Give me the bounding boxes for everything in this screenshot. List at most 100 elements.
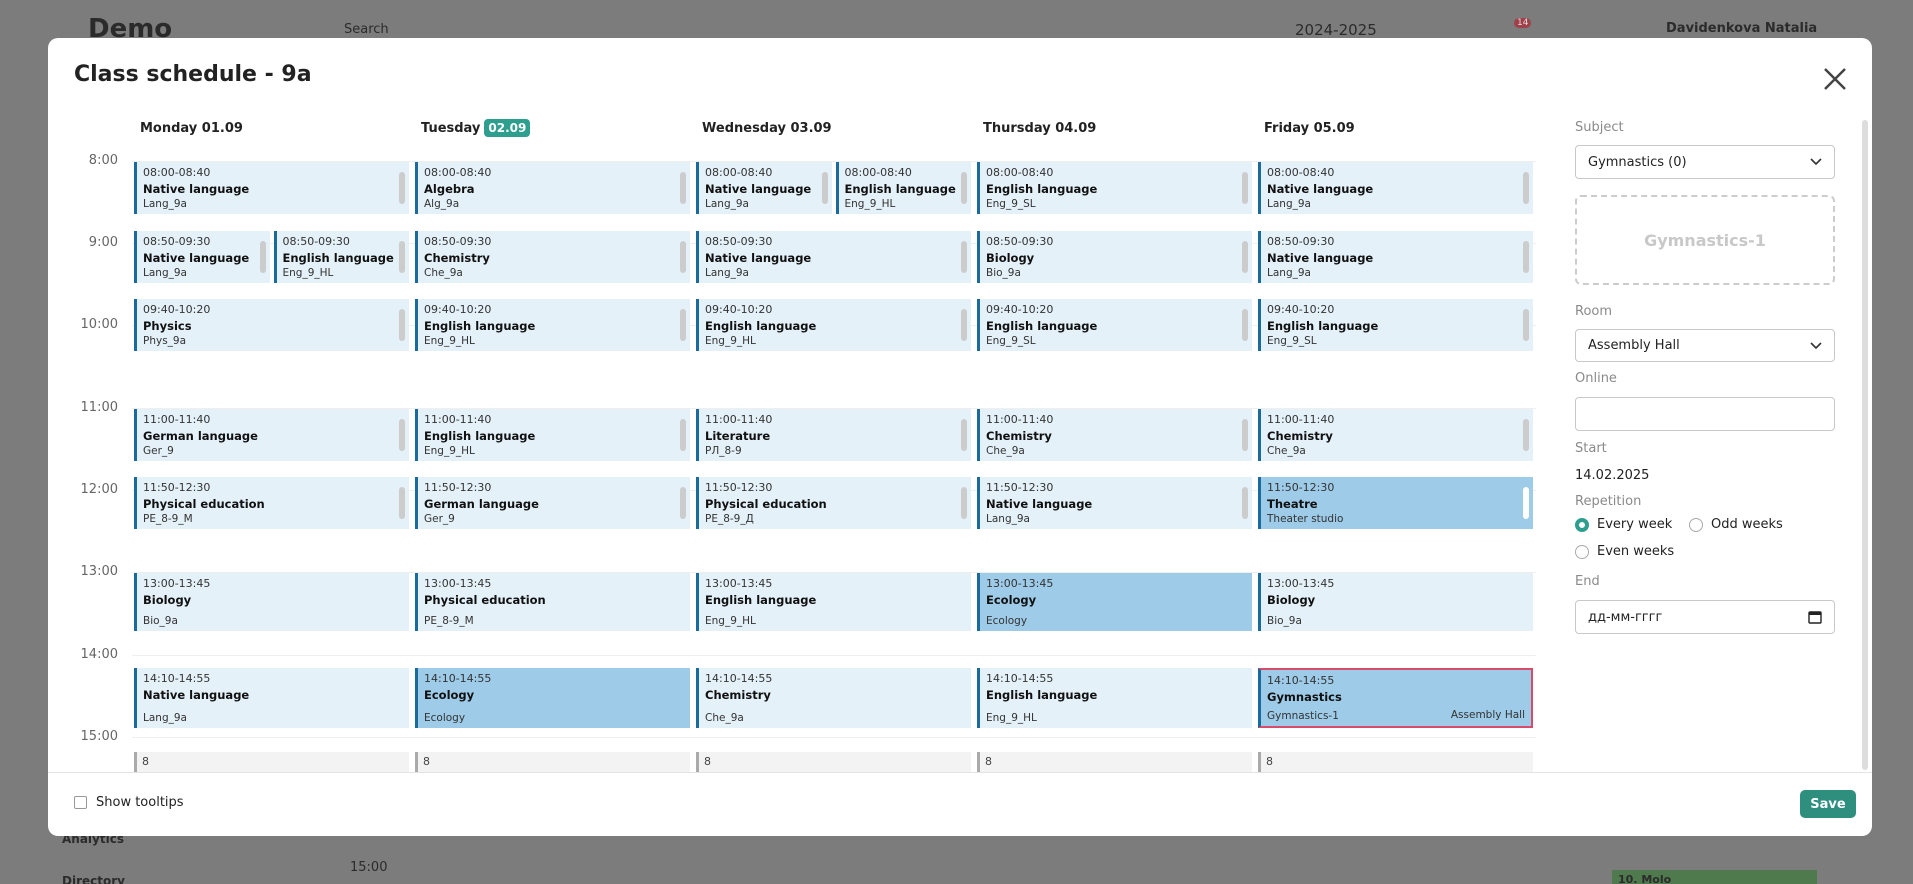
- lesson[interactable]: 08:00-08:40 Native language Lang_9a: [696, 162, 832, 214]
- search[interactable]: Search: [344, 22, 389, 37]
- radio-option[interactable]: Odd weeks: [1689, 517, 1783, 532]
- lesson-subject: Native language: [705, 182, 812, 196]
- online-input[interactable]: [1575, 397, 1835, 431]
- lesson[interactable]: 08:50-09:30 Native language Lang_9a: [134, 231, 270, 283]
- lesson-subject: Native language: [143, 182, 250, 196]
- year[interactable]: 2024-2025: [1295, 21, 1377, 39]
- lesson-time: 09:40-10:20: [705, 303, 773, 316]
- lesson[interactable]: 13:00-13:45 Biology Bio_9a: [134, 573, 409, 631]
- lesson-subject: German language: [143, 429, 258, 443]
- day-header: Monday 01.09: [140, 121, 243, 136]
- lesson-time: 11:50-12:30: [705, 481, 773, 494]
- lesson[interactable]: 08:50-09:30 Native language Lang_9a: [1258, 231, 1533, 283]
- hour-line: [132, 572, 1536, 573]
- lesson[interactable]: 08:00-08:40 English language Eng_9_SL: [977, 162, 1252, 214]
- lesson-time: 11:00-11:40: [705, 413, 773, 426]
- lesson-scrollbar: [399, 172, 405, 204]
- lesson[interactable]: 13:00-13:45 Ecology Ecology: [977, 573, 1252, 631]
- lesson-group: Bio_9a: [1267, 615, 1302, 627]
- lesson[interactable]: 11:00-11:40 German language Ger_9: [134, 409, 409, 461]
- event: 10. Molo: [1612, 870, 1817, 884]
- lesson[interactable]: 11:50-12:30 Physical education PE_8-9_Д: [696, 477, 971, 529]
- lesson[interactable]: 14:10-14:55 Ecology Ecology: [415, 668, 690, 728]
- lesson-scrollbar: [680, 419, 686, 451]
- lesson[interactable]: 14:10-14:55 Native language Lang_9a: [134, 668, 409, 728]
- lesson-scrollbar: [1242, 419, 1248, 451]
- lesson[interactable]: 08:50-09:30 English language Eng_9_HL: [273, 231, 409, 283]
- lesson[interactable]: 11:00-11:40 Literature РЛ_8-9: [696, 409, 971, 461]
- radio-option[interactable]: Even weeks: [1575, 544, 1674, 559]
- lesson[interactable]: 13:00-13:45 English language Eng_9_HL: [696, 573, 971, 631]
- day-header: Friday 05.09: [1264, 121, 1355, 136]
- lesson[interactable]: 09:40-10:20 English language Eng_9_SL: [977, 299, 1252, 351]
- scrollbar[interactable]: [1862, 120, 1868, 770]
- lesson[interactable]: 08:00-08:40 Native language Lang_9a: [1258, 162, 1533, 214]
- lesson[interactable]: 13:00-13:45 Physical education PE_8-9_M: [415, 573, 690, 631]
- lesson[interactable]: 11:00-11:40 English language Eng_9_HL: [415, 409, 690, 461]
- lesson[interactable]: 13:00-13:45 Biology Bio_9a: [1258, 573, 1533, 631]
- lesson-time: 11:00-11:40: [1267, 413, 1335, 426]
- lesson-time: 11:50-12:30: [1267, 481, 1335, 494]
- hour-label: 10:00: [80, 317, 118, 332]
- end-date-input[interactable]: дд-мм-гггг: [1575, 600, 1835, 634]
- radio-option[interactable]: Every week: [1575, 517, 1672, 532]
- lesson[interactable]: 08:50-09:30 Biology Bio_9a: [977, 231, 1252, 283]
- field-label: Online: [1575, 371, 1617, 386]
- lesson[interactable]: 08:00-08:40 English language Eng_9_HL: [835, 162, 971, 214]
- lesson[interactable]: 08:00-08:40 Algebra Alg_9a: [415, 162, 690, 214]
- lesson-subject: English language: [1267, 319, 1379, 333]
- group-chip[interactable]: Gymnastics-1: [1575, 195, 1835, 285]
- lesson-time: 14:10-14:55: [1267, 674, 1335, 687]
- subject-select[interactable]: Gymnastics (0): [1575, 145, 1835, 179]
- lesson[interactable]: 11:00-11:40 Chemistry Che_9a: [977, 409, 1252, 461]
- lesson[interactable]: 14:10-14:55 English language Eng_9_HL: [977, 668, 1252, 728]
- lesson-time: 08:50-09:30: [282, 235, 350, 248]
- lesson[interactable]: 14:10-14:55 Chemistry Che_9a: [696, 668, 971, 728]
- checkbox[interactable]: [74, 796, 87, 809]
- notification-count: 14: [1514, 18, 1532, 28]
- lesson[interactable]: 09:40-10:20 English language Eng_9_SL: [1258, 299, 1533, 351]
- lesson-subject: Chemistry: [1267, 429, 1333, 443]
- lesson-scrollbar: [680, 309, 686, 341]
- lesson-time: 13:00-13:45: [1267, 577, 1335, 590]
- lesson[interactable]: 11:50-12:30 Theatre Theater studio: [1258, 477, 1533, 529]
- lesson-group: PE_8-9_M: [424, 615, 474, 627]
- lesson-group: Che_9a: [424, 267, 463, 279]
- lesson-room: Assembly Hall: [1450, 709, 1525, 721]
- lesson[interactable]: 08:00-08:40 Native language Lang_9a: [134, 162, 409, 214]
- lesson-scrollbar: [961, 419, 967, 451]
- lesson[interactable]: 14:10-14:55 Gymnastics Gymnastics-1 Assembl…: [1258, 668, 1533, 728]
- lesson-group: Eng_9_SL: [1267, 335, 1317, 347]
- lesson[interactable]: 11:50-12:30 German language Ger_9: [415, 477, 690, 529]
- lesson[interactable]: 11:50-12:30 Native language Lang_9a: [977, 477, 1252, 529]
- lesson-group: Eng_9_HL: [424, 335, 475, 347]
- save-button[interactable]: Save: [1800, 790, 1856, 818]
- lesson[interactable]: 11:50-12:30 Physical education PE_8-9_M: [134, 477, 409, 529]
- hour-label: 11:00: [80, 400, 118, 415]
- lesson-scrollbar: [1523, 419, 1529, 451]
- radio-label: Odd weeks: [1711, 517, 1783, 532]
- field-label: Subject: [1575, 120, 1624, 135]
- select-value: Gymnastics (0): [1588, 154, 1687, 170]
- lesson[interactable]: 09:40-10:20 Physics Phys_9a: [134, 299, 409, 351]
- lesson-group: Lang_9a: [143, 267, 187, 279]
- room-select[interactable]: Assembly Hall: [1575, 329, 1835, 362]
- lesson-group: PE_8-9_M: [143, 513, 193, 525]
- close-button[interactable]: [1822, 66, 1848, 92]
- lesson[interactable]: 08:50-09:30 Native language Lang_9a: [696, 231, 971, 283]
- lesson-group: Lang_9a: [705, 267, 749, 279]
- lesson-group: Eng_9_SL: [986, 335, 1036, 347]
- menu-item[interactable]: Directory: [62, 874, 125, 884]
- lesson[interactable]: 09:40-10:20 English language Eng_9_HL: [696, 299, 971, 351]
- field-label: Room: [1575, 304, 1613, 319]
- lesson-time: 14:10-14:55: [986, 672, 1054, 685]
- lesson[interactable]: 11:00-11:40 Chemistry Che_9a: [1258, 409, 1533, 461]
- lesson[interactable]: 09:40-10:20 English language Eng_9_HL: [415, 299, 690, 351]
- day-label: Friday 05.09: [1264, 121, 1355, 136]
- field-label: Repetition: [1575, 494, 1642, 509]
- hour-line: [132, 161, 1536, 162]
- lesson[interactable]: 08:50-09:30 Chemistry Che_9a: [415, 231, 690, 283]
- day-label: Monday 01.09: [140, 121, 243, 136]
- user-name[interactable]: Davidenkova Natalia: [1666, 21, 1818, 36]
- today-badge: 02.09: [484, 119, 531, 137]
